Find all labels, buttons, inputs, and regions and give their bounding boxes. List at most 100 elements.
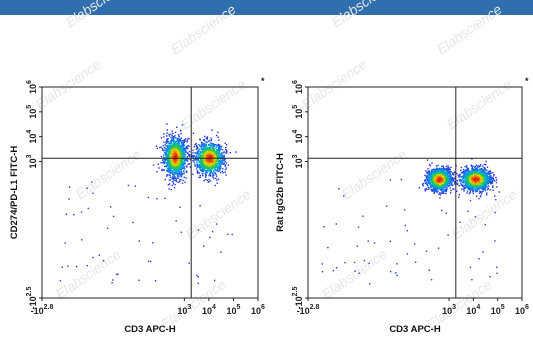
event-dot <box>164 165 166 168</box>
event-dot <box>168 188 170 190</box>
event-dot <box>448 185 450 187</box>
event-dot <box>214 172 216 174</box>
event-dot <box>181 160 183 162</box>
event-dot <box>206 164 208 167</box>
event-dot <box>175 137 177 139</box>
event-dot <box>168 160 170 163</box>
event-dot <box>218 153 220 155</box>
event-dot <box>477 188 480 190</box>
event-dot <box>188 163 191 165</box>
event-dot <box>179 147 182 149</box>
event-dot <box>185 145 188 148</box>
event-dot <box>147 260 150 262</box>
event-dot <box>219 168 221 171</box>
event-dot <box>447 181 449 183</box>
event-dot <box>482 176 485 179</box>
event-dot <box>444 178 446 180</box>
event-dot <box>172 138 174 140</box>
event-dot <box>205 145 207 147</box>
event-dot <box>217 131 219 133</box>
event-dot <box>200 155 202 158</box>
event-dot <box>182 163 184 165</box>
event-dot <box>174 135 176 137</box>
event-dot <box>200 169 202 172</box>
event-dot <box>433 168 435 170</box>
event-dot <box>214 184 216 187</box>
event-dot <box>441 180 443 182</box>
event-dot <box>186 165 188 167</box>
event-dot <box>445 183 447 185</box>
event-dot <box>465 172 468 175</box>
event-dot <box>469 178 471 180</box>
event-dot <box>211 168 213 170</box>
event-dot <box>168 145 170 147</box>
event-dot <box>483 163 485 165</box>
event-dot <box>174 147 176 149</box>
event-dot <box>488 181 490 184</box>
x-tick-label: 104 <box>202 304 216 316</box>
event-dot <box>447 182 449 185</box>
event-dot <box>464 180 466 182</box>
event-dot <box>480 193 483 195</box>
event-dot <box>204 164 207 166</box>
event-dot <box>196 274 198 277</box>
event-dot <box>203 147 205 150</box>
event-dot <box>166 166 168 168</box>
event-dot <box>437 168 440 171</box>
event-dot <box>185 159 187 161</box>
event-dot <box>184 158 186 161</box>
event-dot <box>179 206 181 208</box>
event-dot <box>435 165 438 167</box>
event-dot <box>436 178 438 180</box>
event-dot <box>209 160 211 162</box>
event-dot <box>446 173 448 175</box>
event-dot <box>426 159 429 161</box>
event-dot <box>180 168 182 171</box>
event-dot <box>168 142 170 145</box>
event-dot <box>149 260 152 263</box>
event-dot <box>198 176 200 179</box>
event-dot <box>216 163 218 165</box>
event-dot <box>176 165 179 168</box>
event-dot <box>176 147 178 149</box>
event-dot <box>422 183 424 186</box>
event-dot <box>213 144 215 146</box>
event-dot <box>459 178 462 181</box>
event-dot <box>213 149 215 151</box>
plot-frame <box>307 86 523 299</box>
event-dot <box>428 163 431 166</box>
event-dot <box>163 159 165 161</box>
event-dot <box>229 152 231 154</box>
event-dot <box>207 140 210 142</box>
event-dot <box>191 155 193 158</box>
event-dot <box>208 164 210 167</box>
event-dot <box>206 147 208 150</box>
watermark-text: Elabscience <box>73 146 144 203</box>
event-dot <box>177 142 179 144</box>
event-dot <box>435 185 438 187</box>
event-dot <box>173 152 175 154</box>
event-dot <box>432 183 434 185</box>
event-dot <box>470 171 472 174</box>
event-dot <box>168 179 171 181</box>
event-dot <box>86 265 88 267</box>
event-dot <box>468 170 471 172</box>
event-dot <box>214 151 216 153</box>
event-dot <box>179 152 182 155</box>
event-dot <box>174 161 177 163</box>
event-dot <box>440 173 442 176</box>
event-dot <box>216 223 218 225</box>
event-dot <box>215 150 217 152</box>
event-dot <box>162 169 164 171</box>
event-dot <box>192 152 194 154</box>
event-dot <box>174 146 176 148</box>
event-dot <box>176 161 179 164</box>
event-dot <box>217 165 219 167</box>
event-dot <box>152 164 155 166</box>
event-dot <box>175 150 178 152</box>
event-dot <box>443 176 446 178</box>
event-dot <box>178 146 181 149</box>
event-dot <box>227 164 230 166</box>
event-dot <box>197 151 199 153</box>
event-dot <box>424 182 426 184</box>
